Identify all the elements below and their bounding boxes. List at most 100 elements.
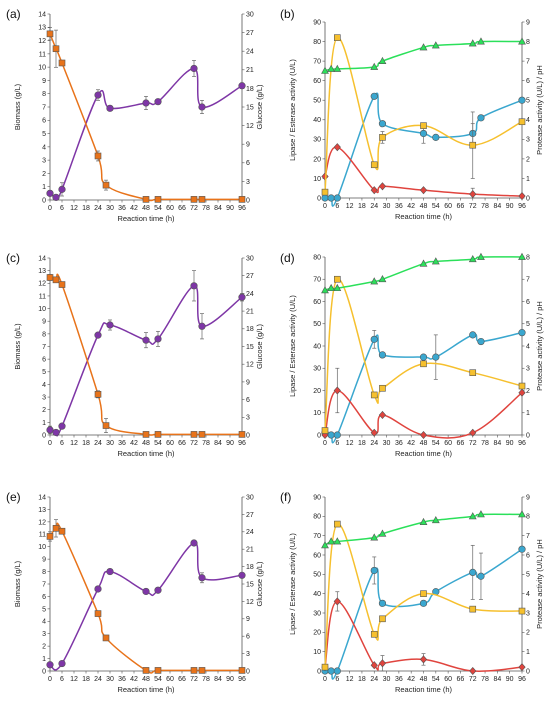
y2-tick-label: 3 [526, 610, 530, 617]
x-tick-label: 36 [395, 440, 403, 447]
data-point-ph [419, 259, 428, 267]
data-point-esterase [333, 597, 341, 606]
y-tick-label: 0 [317, 432, 321, 439]
data-point-protease [469, 605, 477, 613]
x-axis-title: Reaction time (h) [117, 449, 175, 458]
data-point-biomass [198, 574, 206, 582]
series-line-biomass [49, 285, 243, 437]
x-tick-label: 42 [130, 676, 138, 683]
x-tick-label: 6 [60, 440, 64, 447]
y-tick-label: 7 [42, 581, 46, 588]
y-tick-label: 20 [313, 388, 321, 395]
data-point-lipase [327, 431, 335, 439]
data-point-glucose [52, 45, 60, 53]
y-tick-label: 30 [313, 366, 321, 373]
series-glucose [46, 519, 246, 674]
y2-tick-label: 15 [246, 344, 254, 351]
panel-b: (b)0 6 12 18 24 30 36 42 48 54 60 66 72 78 84 90 9601020… [280, 7, 544, 221]
x-tick-label: 36 [118, 205, 126, 212]
data-point-protease [518, 382, 526, 390]
x-axis-title: Reaction time (h) [395, 449, 453, 458]
data-point-lipase [518, 96, 526, 104]
data-point-biomass [46, 189, 54, 197]
data-point-ph [321, 66, 329, 74]
y-tick-label: 60 [313, 78, 321, 85]
x-axis-title: Reaction time (h) [395, 685, 453, 694]
data-point-biomass [238, 82, 246, 90]
data-point-biomass [198, 322, 206, 330]
x-tick-label: 36 [118, 676, 126, 683]
y2-tick-label: 9 [526, 19, 530, 26]
y-tick-label: 30 [313, 137, 321, 144]
y-tick-label: 14 [38, 11, 46, 18]
data-point-ph [370, 62, 379, 70]
data-point-lipase [327, 667, 335, 675]
data-point-glucose [190, 196, 198, 203]
series-protease [321, 275, 526, 434]
data-point-protease [370, 630, 378, 638]
data-point-glucose [142, 667, 150, 674]
y-tick-label: 2 [42, 171, 46, 178]
x-tick-label: 24 [370, 676, 378, 683]
y2-tick-label: 3 [526, 366, 530, 373]
x-tick-label: 96 [518, 203, 526, 210]
data-point-glucose [198, 431, 206, 438]
data-point-lipase [518, 329, 526, 337]
series-esterase [321, 143, 526, 201]
data-point-lipase [419, 353, 428, 361]
y-tick-label: 12 [38, 281, 46, 288]
series-line-biomass [49, 542, 243, 671]
y-tick-label: 13 [38, 507, 46, 514]
data-point-protease [469, 141, 477, 149]
y-tick-label: 4 [42, 382, 46, 389]
y-tick-label: 4 [42, 144, 46, 151]
y2-tick-label: 4 [526, 591, 530, 598]
y2-tick-label: 9 [246, 142, 250, 149]
y-tick-label: 10 [313, 649, 321, 656]
y2-tick-label: 27 [246, 30, 254, 37]
y-tick-label: 40 [313, 591, 321, 598]
x-tick-label: 54 [154, 676, 162, 683]
y2-axis-title: Protease activity (U/L) / pH [535, 65, 544, 155]
data-point-lipase [333, 431, 341, 439]
data-point-biomass [46, 661, 54, 669]
data-point-lipase [469, 331, 477, 339]
y-axis-title: Lipase / Esterase activity (U/L) [288, 533, 297, 635]
x-tick-label: 90 [506, 203, 514, 210]
data-point-glucose [154, 431, 162, 438]
data-point-esterase [370, 428, 378, 437]
x-axis-title: Reaction time (h) [395, 212, 453, 221]
series-lipase [321, 329, 526, 444]
series-line-protease [324, 36, 523, 193]
x-tick-label: 72 [190, 440, 198, 447]
y-tick-label: 12 [38, 38, 46, 45]
y2-tick-label: 8 [526, 254, 530, 261]
x-tick-label: 90 [226, 205, 234, 212]
y2-tick-label: 30 [246, 11, 254, 18]
data-point-esterase [370, 661, 378, 670]
data-point-esterase [333, 386, 341, 395]
y2-tick-label: 6 [246, 160, 250, 167]
y2-tick-label: 1 [526, 176, 530, 183]
y2-tick-label: 12 [246, 123, 254, 130]
y2-tick-label: 24 [246, 529, 254, 536]
y2-tick-label: 9 [526, 494, 530, 501]
data-point-glucose [58, 527, 66, 535]
y-tick-label: 14 [38, 494, 46, 501]
y-tick-label: 60 [313, 299, 321, 306]
x-axis-title: Reaction time (h) [117, 685, 175, 694]
x-tick-label: 0 [48, 440, 52, 447]
x-tick-label: 60 [166, 676, 174, 683]
data-point-biomass [94, 91, 102, 99]
data-point-biomass [142, 336, 150, 344]
panel-label: (c) [6, 251, 20, 265]
y2-tick-label: 30 [246, 255, 254, 262]
y-tick-label: 50 [313, 98, 321, 105]
x-tick-label: 48 [420, 440, 428, 447]
data-point-lipase [370, 335, 378, 343]
y2-tick-label: 2 [526, 156, 530, 163]
panel-a: (a)0 6 12 18 24 30 36 42 48 54 60 66 72 78 84 90 9601234… [6, 7, 264, 223]
x-tick-label: 42 [407, 676, 415, 683]
x-tick-label: 60 [444, 676, 452, 683]
y-tick-label: 11 [39, 293, 46, 300]
